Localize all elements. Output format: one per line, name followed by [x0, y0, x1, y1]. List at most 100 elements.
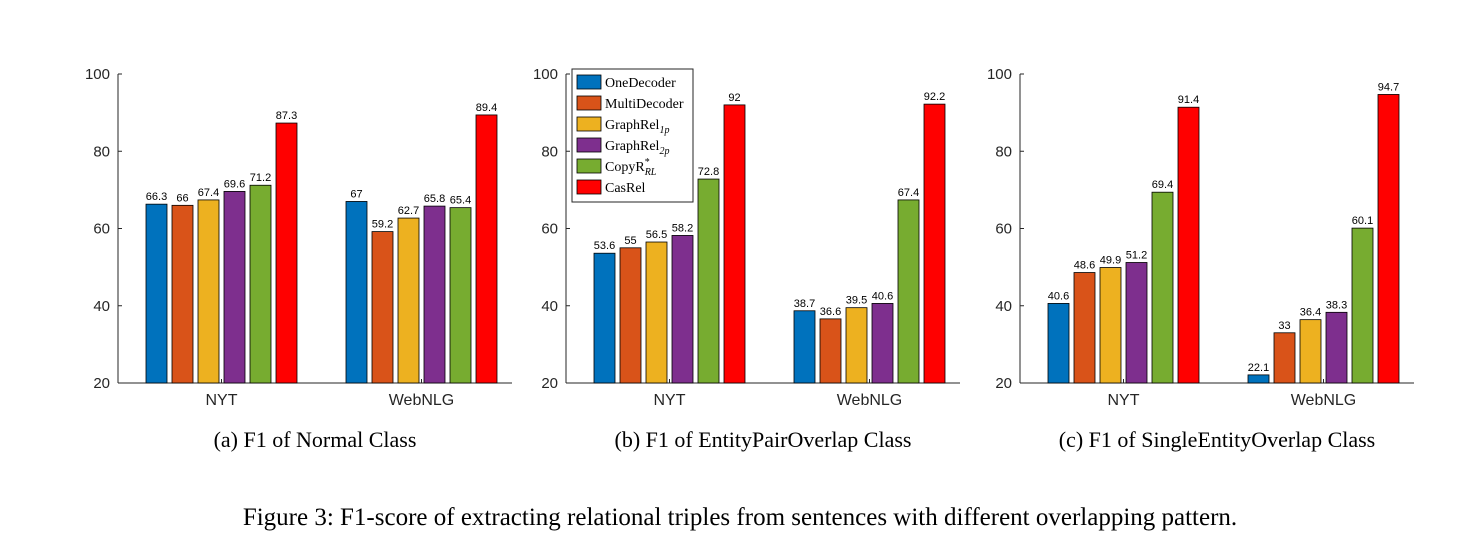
bar-webnlg-3 [397, 217, 420, 384]
data-label: 38.7 [794, 298, 815, 310]
data-label: 89.4 [476, 102, 497, 114]
bar-nyt-6 [723, 104, 746, 384]
bar-webnlg-3 [845, 307, 868, 384]
data-label: 62.7 [398, 205, 419, 217]
bar-nyt-5 [249, 184, 272, 384]
data-label: 60.1 [1352, 215, 1373, 227]
data-label: 39.5 [846, 295, 867, 307]
data-label: 22.1 [1248, 362, 1269, 374]
bar-nyt-5 [1151, 191, 1174, 384]
bar-nyt-1 [593, 252, 616, 384]
bar-nyt-3 [645, 241, 668, 384]
bar-nyt-4 [671, 235, 694, 384]
legend-label: GraphRel2p [605, 139, 669, 157]
bar-webnlg-6 [1377, 94, 1400, 384]
chart-panel-1: 20 40 60 80 100 NYT 66.3 66 67.4 69.6 71.2 87.3 WebN… [85, 66, 512, 452]
bar-nyt-3 [197, 199, 220, 384]
bar-webnlg-3 [1299, 319, 1322, 384]
bar-webnlg-5 [1351, 227, 1374, 384]
data-label: 69.6 [224, 178, 245, 190]
bar-webnlg-6 [475, 114, 498, 384]
data-label: 69.4 [1152, 179, 1173, 191]
data-label: 40.6 [1048, 290, 1069, 302]
legend-swatch [576, 158, 602, 174]
y-tick-label: 20 [541, 375, 558, 392]
y-tick-label: 60 [995, 221, 1012, 238]
y-tick-label: 60 [93, 221, 110, 238]
legend-label: OneDecoder [605, 76, 676, 91]
panel-caption: (a) F1 of Normal Class [214, 427, 417, 452]
legend-swatch [576, 74, 602, 90]
chart-panel-2: 20 40 60 80 100 NYT 53.6 55 56.5 58.2 72.8 92 WebNLG… [533, 66, 960, 452]
data-label: 36.4 [1300, 307, 1321, 319]
bar-nyt-2 [171, 204, 194, 384]
bar-nyt-4 [1125, 262, 1148, 384]
data-label: 65.8 [424, 193, 445, 205]
bar-webnlg-5 [449, 207, 472, 384]
legend-label: GraphRel1p [605, 118, 669, 136]
y-tick-label: 80 [93, 143, 110, 160]
data-label: 87.3 [276, 110, 297, 122]
y-tick-label: 20 [995, 375, 1012, 392]
y-tick-label: 40 [995, 298, 1012, 315]
data-label: 91.4 [1178, 94, 1199, 106]
bar-webnlg-1 [793, 310, 816, 384]
panel-caption: (b) F1 of EntityPairOverlap Class [615, 427, 912, 452]
bar-nyt-1 [145, 203, 168, 384]
data-label: 66 [176, 192, 188, 204]
bar-nyt-2 [619, 247, 642, 384]
figure-caption: Figure 3: F1-score of extracting relatio… [243, 504, 1237, 531]
bar-nyt-3 [1099, 267, 1122, 384]
bar-nyt-5 [697, 178, 720, 384]
y-tick-label: 100 [987, 66, 1012, 83]
data-label: 59.2 [372, 219, 393, 231]
data-label: 67.4 [898, 187, 919, 199]
x-tick-label: WebNLG [837, 392, 903, 409]
x-tick-label: NYT [654, 392, 686, 409]
data-label: 67 [350, 188, 362, 200]
bar-webnlg-4 [423, 205, 446, 384]
data-label: 55 [624, 235, 636, 247]
data-label: 56.5 [646, 229, 667, 241]
bar-nyt-1 [1047, 303, 1070, 384]
data-label: 49.9 [1100, 255, 1121, 267]
bar-nyt-4 [223, 191, 246, 384]
bar-webnlg-2 [819, 318, 842, 384]
data-label: 72.8 [698, 166, 719, 178]
data-label: 38.3 [1326, 299, 1347, 311]
bar-nyt-6 [275, 122, 298, 384]
legend-label: CasRel [605, 181, 646, 196]
x-tick-label: NYT [1108, 392, 1140, 409]
bar-webnlg-6 [923, 103, 946, 384]
legend: OneDecoder MultiDecoder GraphRel1p GraphRel… [571, 68, 694, 203]
bar-webnlg-4 [1325, 311, 1348, 384]
data-label: 65.4 [450, 195, 471, 207]
y-tick-label: 40 [541, 298, 558, 315]
data-label: 51.2 [1126, 249, 1147, 261]
y-tick-label: 40 [93, 298, 110, 315]
bar-webnlg-2 [371, 231, 394, 384]
bar-webnlg-2 [1273, 332, 1296, 384]
data-label: 71.2 [250, 172, 271, 184]
x-tick-label: NYT [206, 392, 238, 409]
data-label: 53.6 [594, 240, 615, 252]
chart-panels: 20 40 60 80 100 NYT 66.3 66 67.4 69.6 71.2 87.3 WebN… [85, 66, 1414, 452]
legend-swatch [576, 95, 602, 111]
data-label: 40.6 [872, 290, 893, 302]
bar-webnlg-4 [871, 303, 894, 384]
panel-caption: (c) F1 of SingleEntityOverlap Class [1059, 427, 1376, 452]
bar-nyt-6 [1177, 106, 1200, 384]
data-label: 94.7 [1378, 81, 1399, 93]
data-label: 33 [1278, 320, 1290, 332]
legend-swatch [576, 116, 602, 132]
data-label: 66.3 [146, 191, 167, 203]
y-tick-label: 80 [541, 143, 558, 160]
x-tick-label: WebNLG [1291, 392, 1357, 409]
legend-swatch [576, 179, 602, 195]
legend-swatch [576, 137, 602, 153]
data-label: 67.4 [198, 187, 219, 199]
data-label: 58.2 [672, 222, 693, 234]
data-label: 92 [728, 92, 740, 104]
x-tick-label: WebNLG [389, 392, 455, 409]
